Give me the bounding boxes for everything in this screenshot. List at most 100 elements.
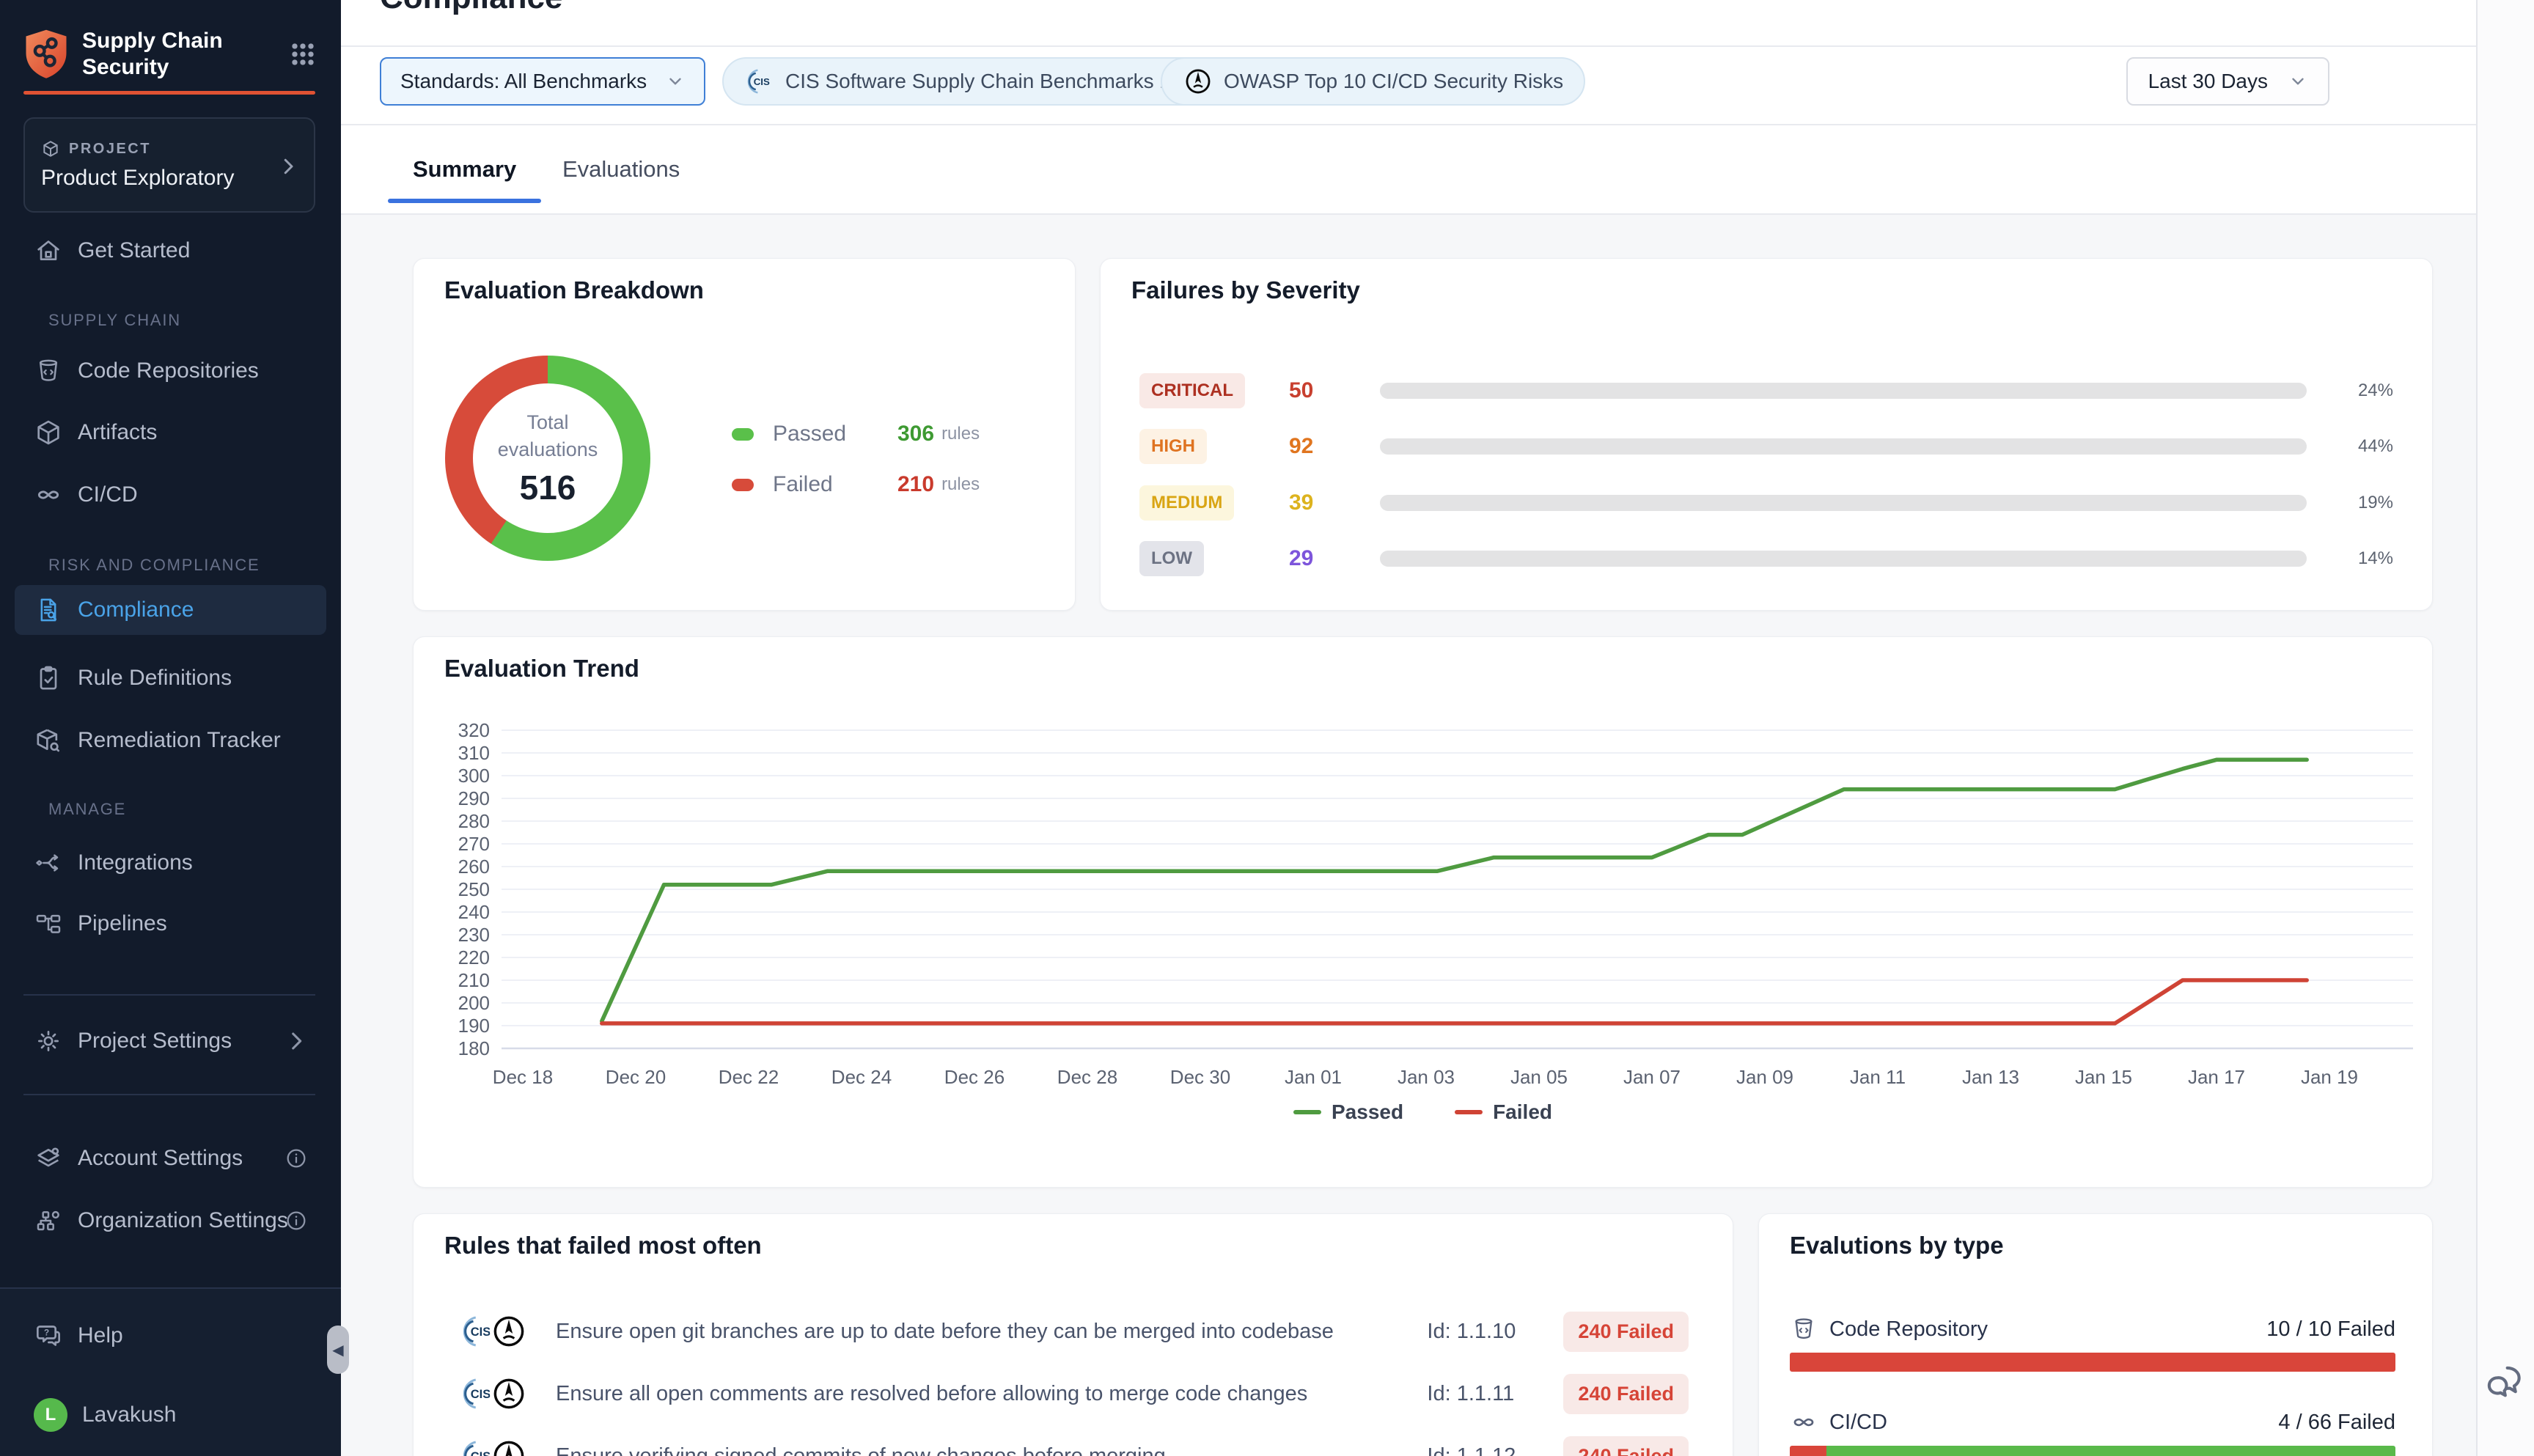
tab-evaluations[interactable]: Evaluations: [537, 125, 705, 213]
evaluation-trend-card: Evaluation Trend 18019020021022023024025…: [413, 636, 2433, 1188]
type-bar-segment: [1790, 1353, 2395, 1372]
sidebar-item-rule-definitions[interactable]: Rule Definitions: [15, 656, 326, 700]
rule-row[interactable]: CIS Ensure open git branches are up to d…: [444, 1306, 1689, 1357]
evaluations-donut-chart: Total evaluations 516: [445, 356, 650, 561]
y-tick-label: 180: [458, 1037, 490, 1059]
severity-badge: LOW: [1139, 541, 1204, 576]
project-selector[interactable]: PROJECT Product Exploratory: [23, 117, 315, 213]
x-tick-label: Dec 28: [1057, 1066, 1117, 1088]
sidebar-item-help[interactable]: ? Help: [15, 1314, 326, 1358]
apps-grid-icon[interactable]: [287, 38, 319, 70]
severity-row-medium: MEDIUM 39 19%: [1139, 485, 2393, 521]
sidebar-item-user[interactable]: L Lavakush: [15, 1393, 326, 1437]
rule-id: Id: 1.1.10: [1427, 1320, 1537, 1344]
benchmark-chip-owasp[interactable]: OWASP Top 10 CI/CD Security Risks: [1161, 57, 1585, 106]
svg-text:?: ?: [44, 1328, 49, 1337]
legend-item-passed: Passed 306 rules: [732, 418, 980, 450]
sidebar-item-label: Get Started: [78, 238, 190, 263]
type-status: 10 / 10 Failed: [2266, 1317, 2395, 1342]
tab-bar: Summary Evaluations: [341, 125, 2476, 215]
sidebar-item-project-settings[interactable]: Project Settings: [15, 1019, 326, 1063]
y-tick-label: 200: [458, 992, 490, 1014]
chat-bubbles-icon[interactable]: [2481, 1359, 2527, 1405]
x-tick-label: Jan 11: [1850, 1066, 1906, 1088]
sidebar-item-label: Pipelines: [78, 911, 167, 936]
benchmark-chip-cis[interactable]: CIS CIS Software Supply Chain Benchmarks…: [722, 57, 1210, 106]
svg-text:CIS: CIS: [471, 1388, 491, 1401]
y-tick-label: 260: [458, 856, 490, 878]
sidebar-item-organization-settings[interactable]: Organization Settings: [15, 1199, 326, 1243]
severity-count: 50: [1289, 378, 1362, 403]
sidebar-item-compliance[interactable]: Compliance: [15, 585, 326, 635]
severity-percent: 19%: [2358, 493, 2393, 513]
chip-label: OWASP Top 10 CI/CD Security Risks: [1224, 70, 1563, 93]
chevron-down-icon: [666, 72, 685, 91]
sidebar-item-artifacts[interactable]: Artifacts: [15, 411, 326, 455]
x-tick-label: Dec 22: [719, 1066, 779, 1088]
y-tick-label: 270: [458, 833, 490, 855]
rule-row[interactable]: CIS Ensure all open comments are resolve…: [444, 1368, 1689, 1419]
filter-bar: Standards: All Benchmarks CIS CIS Softwa…: [341, 48, 2476, 125]
rule-id: Id: 1.1.11: [1427, 1382, 1537, 1406]
sidebar-section-supply-chain: SUPPLY CHAIN: [48, 311, 181, 330]
sidebar-item-label: Artifacts: [78, 420, 157, 445]
x-tick-label: Dec 30: [1170, 1066, 1230, 1088]
page-title: Compliance: [380, 0, 562, 16]
active-tab-underline: [388, 199, 541, 203]
type-label: Code Repository: [1829, 1317, 2266, 1342]
info-icon[interactable]: [284, 1146, 309, 1171]
severity-bar: [1380, 438, 2307, 455]
failures-by-severity-card: Failures by Severity CRITICAL 50 24% HIG…: [1100, 258, 2433, 611]
standards-filter-select[interactable]: Standards: All Benchmarks: [380, 57, 705, 106]
brand: Supply Chain Security: [22, 26, 319, 82]
svg-text:CIS: CIS: [471, 1326, 491, 1339]
trend-line-failed: [602, 980, 2307, 1023]
date-range-select[interactable]: Last 30 Days: [2126, 57, 2329, 106]
x-tick-label: Jan 09: [1736, 1066, 1793, 1088]
sidebar: Supply Chain Security PROJECT Product Ex…: [0, 0, 341, 1456]
sidebar-item-pipelines[interactable]: Pipelines: [15, 902, 326, 946]
x-tick-label: Jan 19: [2301, 1066, 2358, 1088]
severity-bar: [1380, 383, 2307, 399]
integrations-icon: [34, 848, 63, 878]
severity-row-high: HIGH 92 44%: [1139, 429, 2393, 464]
rule-row[interactable]: CIS Ensure verifying signed commits of n…: [444, 1430, 1689, 1456]
sidebar-section-risk-compliance: RISK AND COMPLIANCE: [48, 556, 260, 575]
sidebar-item-label: Integrations: [78, 850, 193, 875]
x-tick-label: Jan 15: [2075, 1066, 2132, 1088]
rule-text: Ensure open git branches are up to date …: [556, 1320, 1427, 1344]
sidebar-item-account-settings[interactable]: Account Settings: [15, 1136, 326, 1180]
infinity-icon: [34, 480, 63, 510]
sidebar-item-code-repositories[interactable]: Code Repositories: [15, 349, 326, 393]
sidebar-item-cicd[interactable]: CI/CD: [15, 473, 326, 517]
sidebar-item-integrations[interactable]: Integrations: [15, 841, 326, 885]
y-tick-label: 290: [458, 787, 490, 809]
sidebar-footer: ? Help L Lavakush: [0, 1287, 341, 1456]
passed-count: 306: [897, 422, 934, 446]
type-bar-code-repository: [1790, 1353, 2395, 1372]
divider: [23, 994, 315, 996]
sidebar-item-label: Compliance: [78, 598, 194, 622]
rule-text: Ensure verifying signed commits of new c…: [556, 1444, 1427, 1456]
sidebar-item-remediation-tracker[interactable]: Remediation Tracker: [15, 718, 326, 762]
card-title: Rules that failed most often: [444, 1232, 762, 1260]
code-repository-icon: [1790, 1315, 1818, 1343]
sidebar-item-label: Rule Definitions: [78, 666, 232, 691]
x-tick-label: Dec 20: [606, 1066, 666, 1088]
x-tick-label: Jan 03: [1398, 1066, 1455, 1088]
sidebar-collapse-handle[interactable]: ◀: [327, 1326, 349, 1374]
tab-summary[interactable]: Summary: [388, 125, 541, 213]
project-name: Product Exploratory: [41, 166, 298, 191]
sidebar-item-get-started[interactable]: Get Started: [15, 229, 326, 273]
user-name: Lavakush: [82, 1402, 176, 1427]
avatar: L: [34, 1398, 67, 1432]
severity-count: 39: [1289, 490, 1362, 515]
type-bar-cicd: [1790, 1446, 2395, 1456]
gear-icon: [34, 1026, 63, 1056]
info-icon[interactable]: [284, 1208, 309, 1233]
rule-text: Ensure all open comments are resolved be…: [556, 1382, 1427, 1406]
type-bar-segment: [1826, 1446, 2395, 1456]
org-gear-icon: [34, 1206, 63, 1235]
failed-count: 210: [897, 472, 934, 497]
cube-icon: [41, 139, 60, 158]
